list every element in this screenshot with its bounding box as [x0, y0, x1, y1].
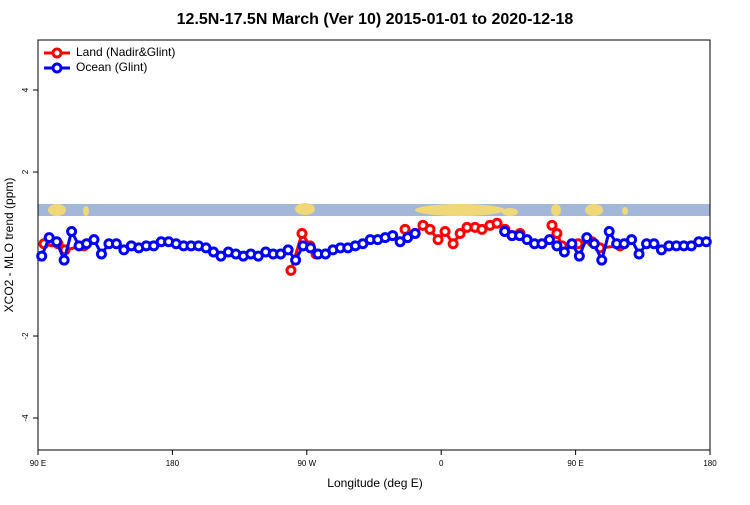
- point: [409, 228, 421, 240]
- point: [491, 217, 503, 229]
- ocean-band: [38, 204, 710, 216]
- point: [454, 228, 466, 240]
- land-blobs: [48, 203, 628, 216]
- legend-marker: [51, 62, 63, 74]
- point: [588, 238, 600, 250]
- point: [546, 219, 558, 231]
- point: [432, 234, 444, 246]
- y-tick-label: 4: [21, 87, 30, 92]
- y-axis-label: XCO2 - MLO trend (ppm): [2, 178, 16, 313]
- point: [700, 236, 712, 248]
- point: [51, 236, 63, 248]
- point: [558, 246, 570, 258]
- point: [648, 238, 660, 250]
- point: [551, 240, 563, 252]
- point: [110, 238, 122, 250]
- x-tick-label: 0: [439, 459, 444, 468]
- point: [566, 238, 578, 250]
- y-tick-label: -2: [21, 332, 30, 340]
- legend-label: Land (Nadir&Glint): [76, 45, 175, 59]
- point: [476, 223, 488, 235]
- x-tick-label: 180: [166, 459, 180, 468]
- point: [439, 225, 451, 237]
- chart-title: 12.5N-17.5N March (Ver 10) 2015-01-01 to…: [177, 11, 574, 28]
- point: [551, 228, 563, 240]
- x-tick-label: 90 E: [567, 459, 583, 468]
- point: [305, 242, 317, 254]
- point: [447, 238, 459, 250]
- point: [633, 248, 645, 260]
- point: [282, 244, 294, 256]
- x-tick-label: 90 W: [297, 459, 316, 468]
- point: [285, 264, 297, 276]
- y-tick-label: -4: [21, 414, 30, 422]
- point: [95, 248, 107, 260]
- point: [290, 254, 302, 266]
- point: [573, 250, 585, 262]
- map-band: [38, 203, 710, 216]
- point: [543, 234, 555, 246]
- legend-label: Ocean (Glint): [76, 60, 147, 74]
- point: [581, 232, 593, 244]
- point: [387, 230, 399, 242]
- point: [596, 254, 608, 266]
- legend-marker: [51, 47, 63, 59]
- point: [296, 228, 308, 240]
- point: [88, 234, 100, 246]
- point: [424, 223, 436, 235]
- point: [36, 250, 48, 262]
- x-tick-label: 180: [703, 459, 717, 468]
- x-tick-label: 90 E: [30, 459, 46, 468]
- point: [626, 234, 638, 246]
- point: [66, 225, 78, 237]
- point: [603, 225, 615, 237]
- y-tick-label: 2: [21, 169, 30, 174]
- point: [58, 254, 70, 266]
- x-axis-label: Longitude (deg E): [327, 476, 422, 490]
